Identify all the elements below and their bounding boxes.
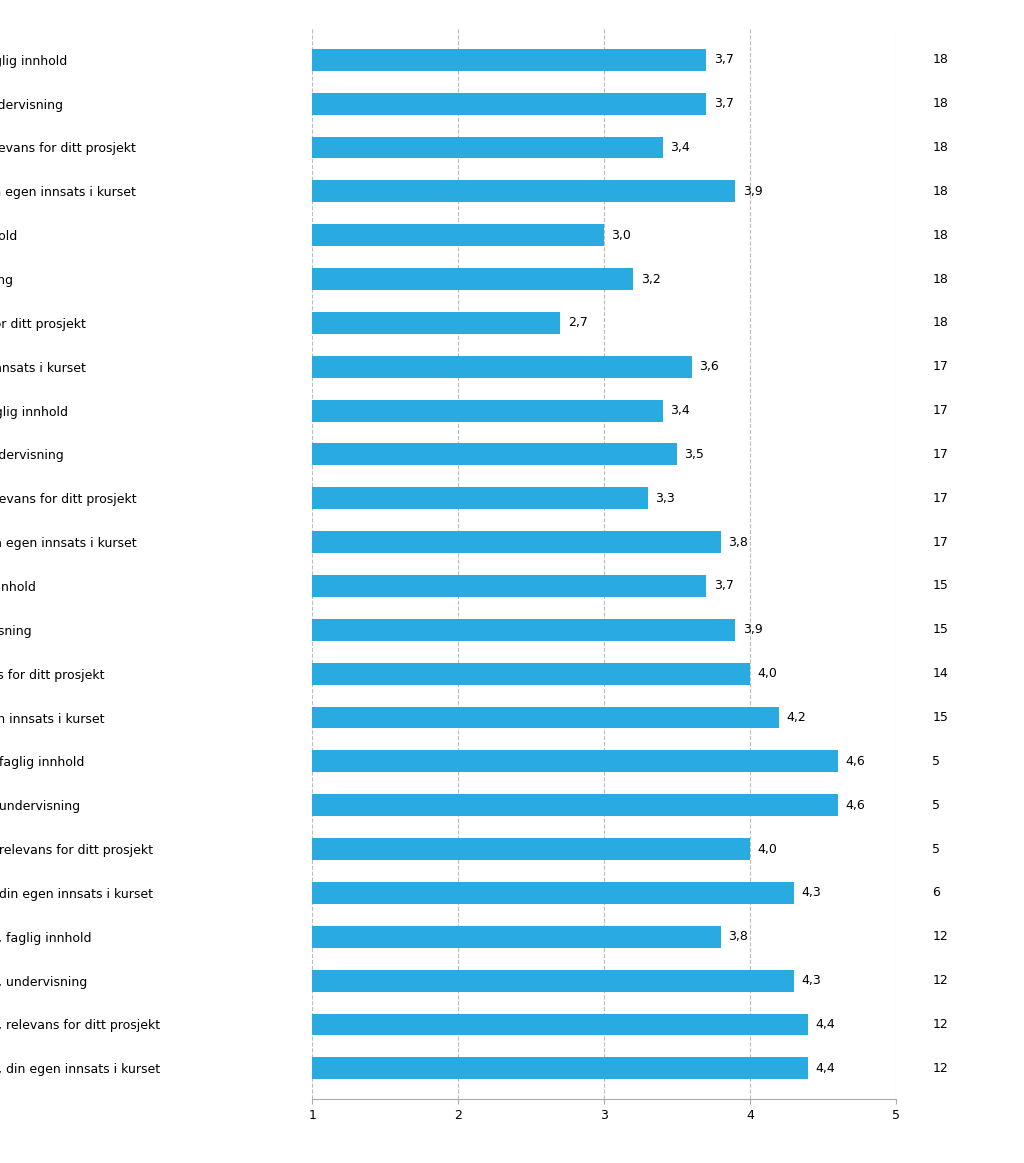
Text: 12: 12: [933, 930, 948, 943]
Text: 18: 18: [933, 272, 948, 286]
Bar: [312, 839, 750, 861]
Text: 4,4: 4,4: [816, 1062, 836, 1075]
Bar: [312, 356, 692, 378]
Bar: [312, 882, 794, 904]
Bar: [312, 531, 721, 554]
Text: 18: 18: [933, 53, 948, 66]
Text: 12: 12: [933, 1062, 948, 1075]
Text: 3,4: 3,4: [670, 404, 689, 418]
Text: 3,9: 3,9: [742, 185, 763, 198]
Bar: [312, 926, 721, 948]
Text: 18: 18: [933, 98, 948, 110]
Bar: [312, 443, 677, 465]
Text: 3,9: 3,9: [742, 623, 763, 636]
Bar: [312, 487, 648, 509]
Text: 14: 14: [933, 668, 948, 680]
Text: 4,3: 4,3: [801, 975, 821, 987]
Text: 18: 18: [933, 229, 948, 242]
Text: 3,5: 3,5: [684, 448, 705, 461]
Bar: [312, 312, 560, 334]
Text: 5: 5: [933, 755, 940, 768]
Text: 18: 18: [933, 141, 948, 154]
Bar: [312, 619, 735, 641]
Text: 3,7: 3,7: [714, 98, 733, 110]
Text: 3,0: 3,0: [611, 229, 632, 242]
Text: 3,2: 3,2: [641, 272, 660, 286]
Bar: [312, 49, 707, 71]
Text: 15: 15: [933, 711, 948, 725]
Text: 17: 17: [933, 448, 948, 461]
Text: 17: 17: [933, 536, 948, 549]
Text: 3,3: 3,3: [655, 492, 675, 505]
Text: 3,8: 3,8: [728, 536, 749, 549]
Text: 4,6: 4,6: [845, 755, 864, 768]
Text: 3,4: 3,4: [670, 141, 689, 154]
Text: 17: 17: [933, 404, 948, 418]
Text: 4,0: 4,0: [758, 668, 777, 680]
Bar: [312, 1057, 809, 1079]
Text: 6: 6: [933, 886, 940, 899]
Text: 18: 18: [933, 185, 948, 198]
Bar: [312, 970, 794, 992]
Bar: [312, 1013, 809, 1035]
Text: 12: 12: [933, 1018, 948, 1030]
Text: 3,6: 3,6: [699, 361, 719, 373]
Bar: [312, 575, 707, 597]
Text: 12: 12: [933, 975, 948, 987]
Text: 4,3: 4,3: [801, 886, 821, 899]
Text: 4,4: 4,4: [816, 1018, 836, 1030]
Bar: [312, 663, 750, 685]
Text: 4,2: 4,2: [786, 711, 806, 725]
Text: 2,7: 2,7: [567, 316, 588, 329]
Text: 15: 15: [933, 579, 948, 592]
Bar: [312, 267, 633, 290]
Text: 17: 17: [933, 492, 948, 505]
Text: 5: 5: [933, 799, 940, 812]
Bar: [312, 400, 663, 421]
Text: 15: 15: [933, 623, 948, 636]
Text: 17: 17: [933, 361, 948, 373]
Text: 3,7: 3,7: [714, 53, 733, 66]
Text: 3,7: 3,7: [714, 579, 733, 592]
Bar: [312, 224, 604, 247]
Bar: [312, 136, 663, 158]
Bar: [312, 750, 838, 772]
Text: 3,8: 3,8: [728, 930, 749, 943]
Bar: [312, 180, 735, 202]
Text: 4,6: 4,6: [845, 799, 864, 812]
Text: 4,0: 4,0: [758, 842, 777, 856]
Bar: [312, 93, 707, 115]
Text: 5: 5: [933, 842, 940, 856]
Bar: [312, 707, 779, 728]
Bar: [312, 794, 838, 816]
Text: 18: 18: [933, 316, 948, 329]
